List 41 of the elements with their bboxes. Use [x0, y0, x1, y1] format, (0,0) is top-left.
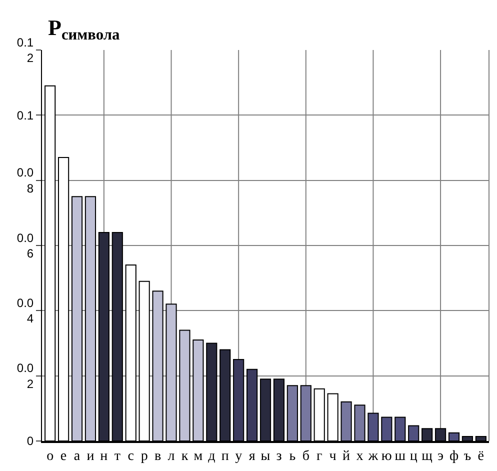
x-tick-label: ч [329, 448, 336, 464]
x-tick-label: ж [367, 448, 378, 464]
x-tick-label: щ [422, 448, 433, 464]
x-tick-label: в [154, 448, 162, 464]
x-tick-label: ы [260, 448, 271, 464]
x-tick-label: ц [410, 448, 418, 464]
y-tick-label: 0.1 [16, 108, 34, 122]
x-tick-label: о [46, 448, 54, 464]
x-tick-label: ш [394, 448, 406, 464]
x-tick-label: е [60, 448, 67, 464]
x-tick-label: с [128, 448, 134, 464]
x-tick-label: и [86, 448, 95, 464]
x-tick-label: к [181, 448, 188, 464]
x-tick-label: д [208, 448, 216, 464]
x-tick-label: т [114, 448, 120, 464]
x-tick-label: л [168, 448, 175, 464]
x-tick-label: у [235, 448, 242, 464]
y-tick-label: 0 [26, 434, 34, 448]
y-tick-label: 0.1 2 [16, 35, 34, 65]
x-tick-label: ф [449, 448, 459, 464]
x-tick-label: г [316, 448, 322, 464]
x-tick-label: х [356, 448, 364, 464]
y-axis-title: P$_{символа}$ [48, 15, 120, 44]
x-tick-label: а [74, 448, 81, 464]
y-tick-label: 0.0 4 [16, 296, 34, 326]
x-tick-label: н [100, 448, 108, 464]
x-tick-label: п [221, 448, 230, 464]
x-tick-label: ю [381, 448, 392, 464]
y-tick-label: 0.0 2 [16, 361, 34, 391]
x-tick-label: м [194, 448, 203, 464]
x-tick-label: з [276, 448, 282, 464]
x-tick-label: ё [478, 448, 484, 464]
x-tick-label: ъ [464, 448, 472, 464]
x-tick-label: б [302, 448, 310, 464]
y-tick-label: 0.0 8 [16, 166, 34, 196]
x-tick-label: й [342, 448, 351, 464]
y-tick-label: 0.0 6 [16, 230, 34, 260]
x-tick-label: я [248, 448, 256, 464]
x-tick-label: р [140, 448, 148, 464]
x-tick-label: ь [289, 448, 296, 464]
x-tick-label: э [438, 448, 444, 464]
